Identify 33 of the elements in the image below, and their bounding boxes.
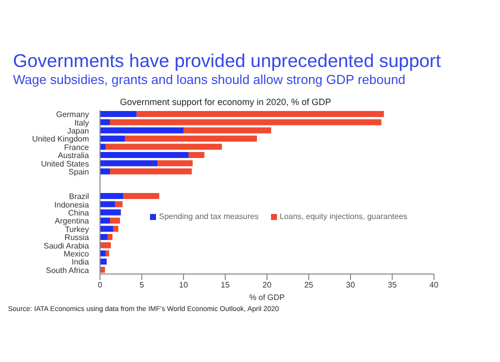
y-tick-label: Australia (58, 151, 90, 160)
x-tick-label: 30 (346, 280, 356, 290)
x-tick-label: 5 (140, 280, 145, 290)
legend-label: Spending and tax measures (158, 212, 259, 221)
y-tick-label: Germany (56, 110, 89, 120)
y-tick-label: Argentina (54, 216, 90, 226)
y-tick-label: Brazil (68, 192, 90, 202)
y-tick-label: India (72, 258, 90, 267)
x-axis-title: % of GDP (249, 293, 285, 302)
x-tick-label: 35 (388, 280, 398, 290)
y-tick-label: Japan (67, 126, 89, 136)
x-tick-label: 0 (98, 280, 103, 290)
y-tick-label: Spain (68, 168, 89, 176)
y-tick-label: South Africa (46, 266, 90, 275)
x-tick-label: 25 (304, 280, 314, 290)
y-tick-label: Mexico (64, 250, 90, 258)
chart-title: Governments have provided unprecedented support (13, 50, 441, 72)
x-tick-label: 15 (220, 280, 230, 290)
x-tick-label: 20 (262, 280, 272, 290)
legend-label: Loans, equity injections, guarantees (278, 212, 408, 221)
x-tick-label: 10 (179, 280, 188, 290)
text: Government support for economy in 2020, % of GDP (120, 97, 332, 107)
y-tick-label: Italy (74, 118, 89, 128)
y-tick-label: Saudi Arabia (44, 241, 90, 250)
y-tick-label: China (68, 208, 90, 218)
y-tick-label: Indonesia (54, 200, 90, 210)
y-tick-label: United States (40, 159, 89, 168)
x-tick-label: 40 (430, 280, 439, 290)
y-tick-label: United Kingdom (32, 134, 90, 144)
chart-subtitle: Wage subsidies, grants and loans should allow strong GDP rebound (13, 72, 406, 87)
y-tick-label: Turkey (64, 224, 89, 234)
y-tick-label: Russia (64, 233, 90, 242)
y-tick-label: France (64, 142, 90, 152)
